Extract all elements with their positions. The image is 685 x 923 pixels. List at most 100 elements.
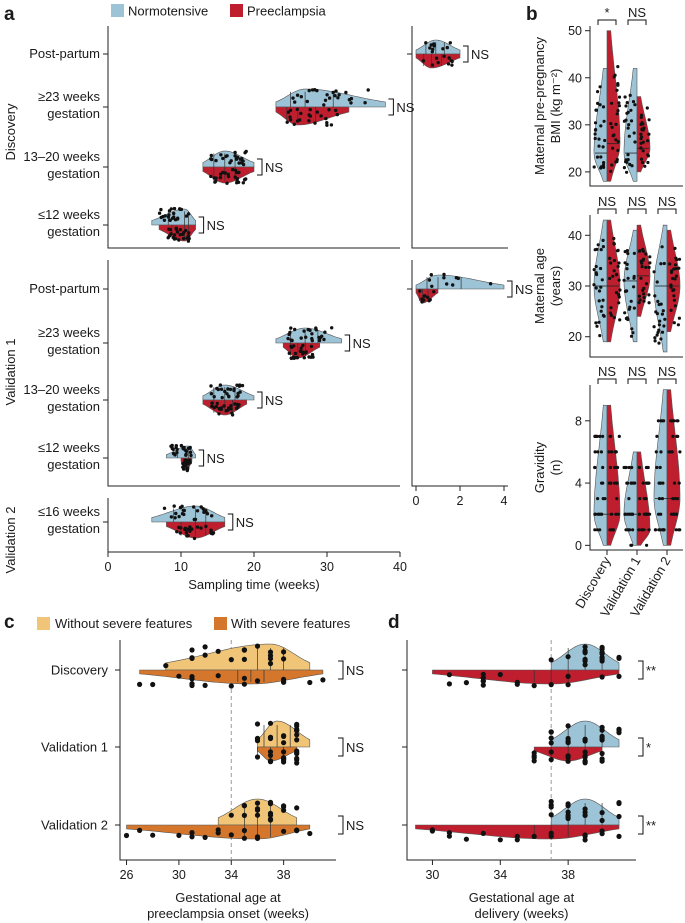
b-data-point [608,528,612,532]
c-data-point [150,681,156,688]
a-annotation-bracket [198,449,205,467]
b-violin-normotensive [623,451,638,546]
a-data-point [315,110,319,114]
b-annotation-label: NS [658,364,676,379]
b-data-point [654,450,658,454]
a-data-point [209,153,213,158]
a-pp-xtick-label: 2 [457,494,464,508]
b-data-point [611,134,615,138]
a-data-point [428,46,432,50]
a-data-point [185,534,189,538]
c-data-point [254,835,261,842]
a-row-label: 13–20 weeks [23,149,100,164]
b-data-point [602,161,606,165]
b-annotation-label: NS [598,194,616,209]
d-data-point [599,644,605,651]
a-data-point [237,384,242,388]
b-data-point [672,288,676,292]
b-ytick-label: 40 [568,71,582,85]
a-data-point [454,276,459,280]
a-data-point [231,167,235,172]
a-data-point [432,42,436,46]
b-data-point [657,323,662,327]
a-data-point [309,344,314,349]
a-row-label: gestation [47,457,100,472]
b-data-point [598,85,602,89]
b-data-point [603,138,607,143]
a-data-point [172,211,176,216]
b-data-point [616,65,620,69]
b-data-point [598,528,602,532]
b-data-point [593,128,598,132]
d-data-point [599,758,605,764]
c-data-point [241,656,247,663]
c-data-point [228,657,234,663]
a-data-point [310,332,314,336]
a-data-point [298,118,302,122]
b-data-point [632,481,636,485]
b-data-point [612,258,617,263]
a-data-point [235,177,239,181]
b-data-point [644,252,648,256]
b-data-point [600,278,604,282]
b-data-point [642,299,646,303]
b-data-point [628,162,632,166]
c-data-point [267,720,274,726]
d-data-point [497,671,503,678]
a-data-point [349,96,354,101]
b-violin-normotensive [623,229,638,343]
a-data-point [159,207,163,212]
a-data-point [333,94,337,98]
b-data-point [596,101,600,105]
b-data-point [643,164,647,168]
a-data-point [214,176,218,180]
a-data-point [186,466,190,471]
b-data-point [623,311,627,315]
c-data-point [294,737,300,743]
b-data-point [673,497,677,501]
b-annotation-label: NS [598,364,616,379]
b-data-point [593,136,597,141]
c-data-point [241,675,247,681]
a-data-point [172,504,176,508]
c-data-point [281,803,287,809]
a-xtick-label: 30 [320,560,334,574]
b-data-point [610,101,614,105]
b-data-point [657,341,661,345]
c-violin-lower [257,746,298,762]
a-data-point [192,505,196,509]
a-data-point [218,383,223,387]
b-data-point [642,512,646,516]
a-data-point [188,450,193,454]
a-data-point [291,96,295,100]
a-data-point [172,233,177,237]
d-data-point [582,812,588,819]
a-data-point [299,111,303,116]
c-data-point [241,803,247,809]
a-data-point [234,406,239,411]
b-data-point [615,112,619,116]
d-data-point [446,672,452,678]
a-data-point [225,392,229,396]
b-data-point [669,283,673,287]
b-annotation-bracket [657,378,677,384]
a-data-point [421,59,426,63]
b-data-point [617,278,621,282]
a-data-point [221,156,225,161]
b-data-point [593,528,597,532]
b-data-point [671,434,675,438]
a-data-point [301,343,305,348]
a-data-point [450,59,454,64]
b-ytick-label: 20 [568,330,582,344]
d-data-point [548,804,554,810]
a-data-point [241,159,245,163]
a-violin-normotensive [415,39,461,55]
b-data-point [595,247,599,251]
a-data-point [204,524,208,529]
d-data-point [565,682,571,688]
a-data-point [307,88,311,93]
b-ytick-label: 20 [568,165,582,179]
b-data-point [614,450,618,454]
a-annotation-label: NS [236,515,254,530]
d-data-point [599,727,605,733]
